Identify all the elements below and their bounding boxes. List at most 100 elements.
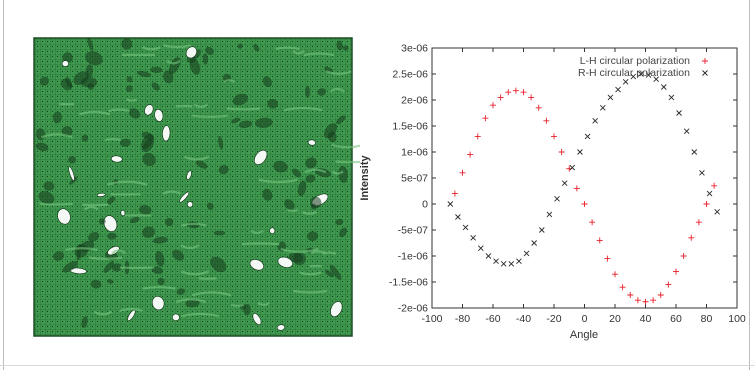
mesh-ridge	[301, 211, 317, 215]
lh-data-point	[551, 133, 557, 140]
mesh-pore	[186, 170, 192, 180]
mesh-ridge	[286, 209, 299, 212]
mesh-pore	[317, 88, 327, 96]
mesh-pore	[68, 166, 75, 181]
mesh-ridge	[180, 222, 207, 227]
mesh-pore	[107, 245, 120, 256]
mesh-pore	[144, 104, 154, 116]
lh-data-point	[505, 89, 512, 96]
mesh-pore	[262, 76, 272, 88]
mesh-pore	[329, 265, 342, 280]
mesh-ridge	[89, 256, 123, 260]
mesh-pore	[342, 45, 349, 51]
lh-data-point	[543, 117, 550, 124]
mesh-pore	[179, 191, 190, 203]
lh-data-point	[459, 169, 466, 176]
mesh-ridge	[180, 270, 209, 276]
rh-data-point	[599, 104, 606, 111]
mesh-ridge	[104, 137, 122, 142]
rh-data-point	[531, 240, 537, 246]
legend-markers	[702, 58, 708, 76]
mesh-pore	[151, 296, 165, 311]
mesh-pore	[43, 181, 55, 191]
mesh-pore	[335, 219, 344, 226]
lh-data-point	[634, 297, 641, 304]
mesh-pore	[137, 70, 151, 78]
mesh-pore	[107, 196, 116, 205]
lh-data-point	[474, 133, 481, 140]
rh-data-point	[485, 253, 492, 259]
mesh-ridge	[326, 70, 352, 75]
mesh-pore	[172, 313, 180, 321]
y-tick-label: -1e-06	[398, 251, 429, 263]
mesh-ridge	[175, 298, 207, 303]
mesh-pore	[172, 249, 184, 261]
mesh-ridge	[191, 114, 229, 118]
legend: L-H circular polarization R-H circular p…	[578, 55, 708, 79]
mesh-pore	[81, 134, 89, 142]
y-axis-ticks: -2e-06 -1.5e-06 -1e-06 -5e-07 0 5e-07 1e-06 1.5…	[389, 43, 737, 315]
x-tick-label: 40	[640, 313, 652, 325]
mesh-ridge	[223, 79, 236, 83]
intensity-angle-plot: -100 -80 -60 -40 -20 0 20 40 60 80 100 -2e-06 -1.5e…	[360, 43, 746, 342]
lh-data-point	[528, 94, 535, 101]
rh-data-point	[470, 234, 476, 241]
mesh-ridge	[78, 110, 111, 116]
mesh-pore	[213, 230, 226, 236]
lh-data-point	[642, 298, 649, 305]
mesh-pore	[288, 252, 303, 263]
y-tick-label: -1.5e-06	[389, 277, 428, 289]
mesh-pore	[90, 279, 102, 289]
mesh-pore	[107, 232, 117, 240]
mesh-ridge	[163, 44, 192, 49]
mesh-ridge	[166, 59, 181, 65]
mesh-pore	[249, 259, 264, 271]
mesh-ridge	[258, 178, 298, 184]
mesh-ridge	[193, 103, 209, 108]
rh-data-point	[516, 258, 522, 265]
mesh-pore	[163, 70, 174, 84]
mesh-pore	[195, 160, 208, 169]
mesh-ridge	[275, 46, 300, 50]
mesh-ridge	[180, 244, 200, 250]
mesh-pore	[81, 77, 98, 88]
lh-data-point	[497, 94, 504, 101]
mesh-pore	[85, 51, 103, 66]
rh-data-point	[569, 164, 576, 171]
mesh-pore	[310, 196, 322, 209]
mesh-pore	[273, 160, 288, 173]
mesh-ridge	[65, 247, 98, 252]
mesh-pore	[305, 174, 316, 183]
mesh-pore	[243, 304, 251, 316]
x-tick-label: 0	[582, 313, 588, 325]
mesh-pore	[103, 215, 118, 232]
mesh-ridge	[141, 46, 161, 51]
mesh-pore	[129, 108, 141, 119]
rh-data-point	[462, 224, 469, 231]
y-axis-title: Intensity	[360, 155, 371, 201]
mesh-ridge	[39, 202, 73, 206]
mesh-pore	[52, 111, 62, 124]
mesh-pore	[238, 120, 253, 128]
mesh-pore	[155, 250, 165, 267]
mesh-pore	[150, 66, 163, 73]
y-tick-label: 5e-07	[401, 173, 428, 185]
rh-data-point	[455, 214, 461, 220]
mesh-ridge	[93, 310, 113, 316]
mesh-pore	[202, 53, 208, 65]
mesh-pore	[284, 199, 295, 210]
mesh-ridge	[184, 155, 210, 161]
mesh-ridge	[292, 49, 305, 55]
mesh-pore	[323, 123, 338, 139]
mesh-pore	[252, 313, 262, 326]
plot-area	[431, 47, 738, 309]
mesh-pore	[53, 251, 64, 261]
mesh-ridge	[310, 250, 326, 254]
mesh-pore	[336, 115, 346, 124]
mesh-pore	[57, 208, 71, 225]
rh-data-point	[638, 71, 644, 77]
lh-data-point	[711, 182, 718, 189]
mesh-pore	[218, 136, 224, 150]
mesh-pore	[205, 46, 214, 55]
mesh-pore	[139, 205, 152, 215]
